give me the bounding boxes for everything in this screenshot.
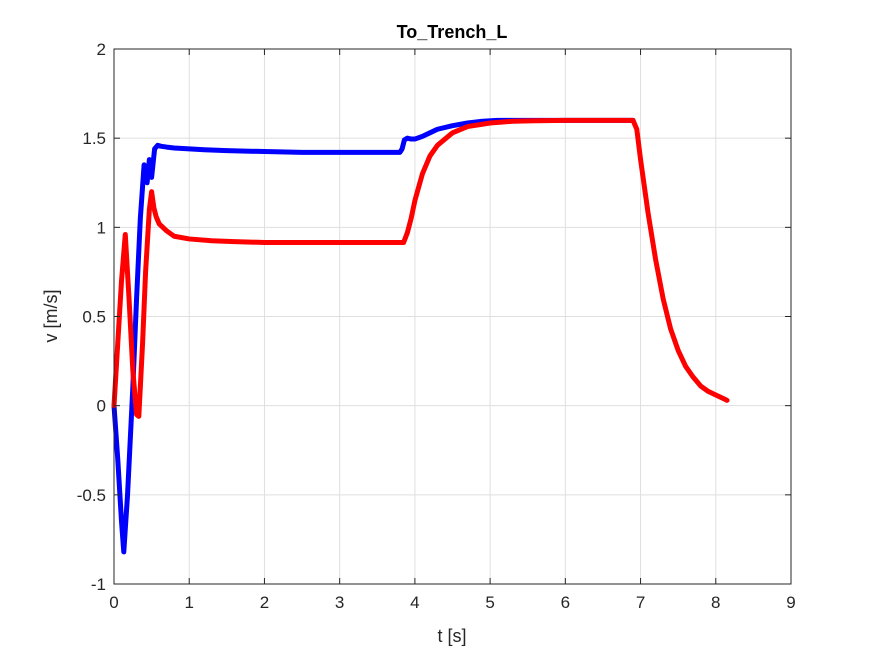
x-tick-label: 6 [561,593,570,612]
y-tick-label: 0.5 [82,308,106,327]
series-line-2 [111,117,730,419]
x-tick-label: 8 [711,593,720,612]
series-layer [111,117,730,555]
x-axis-label: t [s] [437,626,466,646]
x-tick-label: 0 [109,593,118,612]
x-tick-label: 1 [184,593,193,612]
x-tick-label: 9 [786,593,795,612]
x-tick-label: 7 [636,593,645,612]
y-tick-label: 2 [97,40,106,59]
x-tick-label: 5 [485,593,494,612]
chart-title: To_Trench_L [397,22,508,42]
y-axis-label: v [m/s] [41,290,61,343]
y-tick-label: -0.5 [77,486,106,505]
x-tick-label: 3 [335,593,344,612]
y-tick-label: -1 [91,575,106,594]
y-tick-label: 1.5 [82,129,106,148]
x-tick-label: 2 [260,593,269,612]
y-tick-label: 1 [97,218,106,237]
y-tick-label: 0 [97,397,106,416]
x-tick-label: 4 [410,593,419,612]
axes [113,48,792,585]
tick-labels: 0 1 2 3 4 5 6 7 8 9 -1 -0.5 0 0.5 1 1.5 2 [77,40,796,612]
series-line-1 [111,117,636,555]
